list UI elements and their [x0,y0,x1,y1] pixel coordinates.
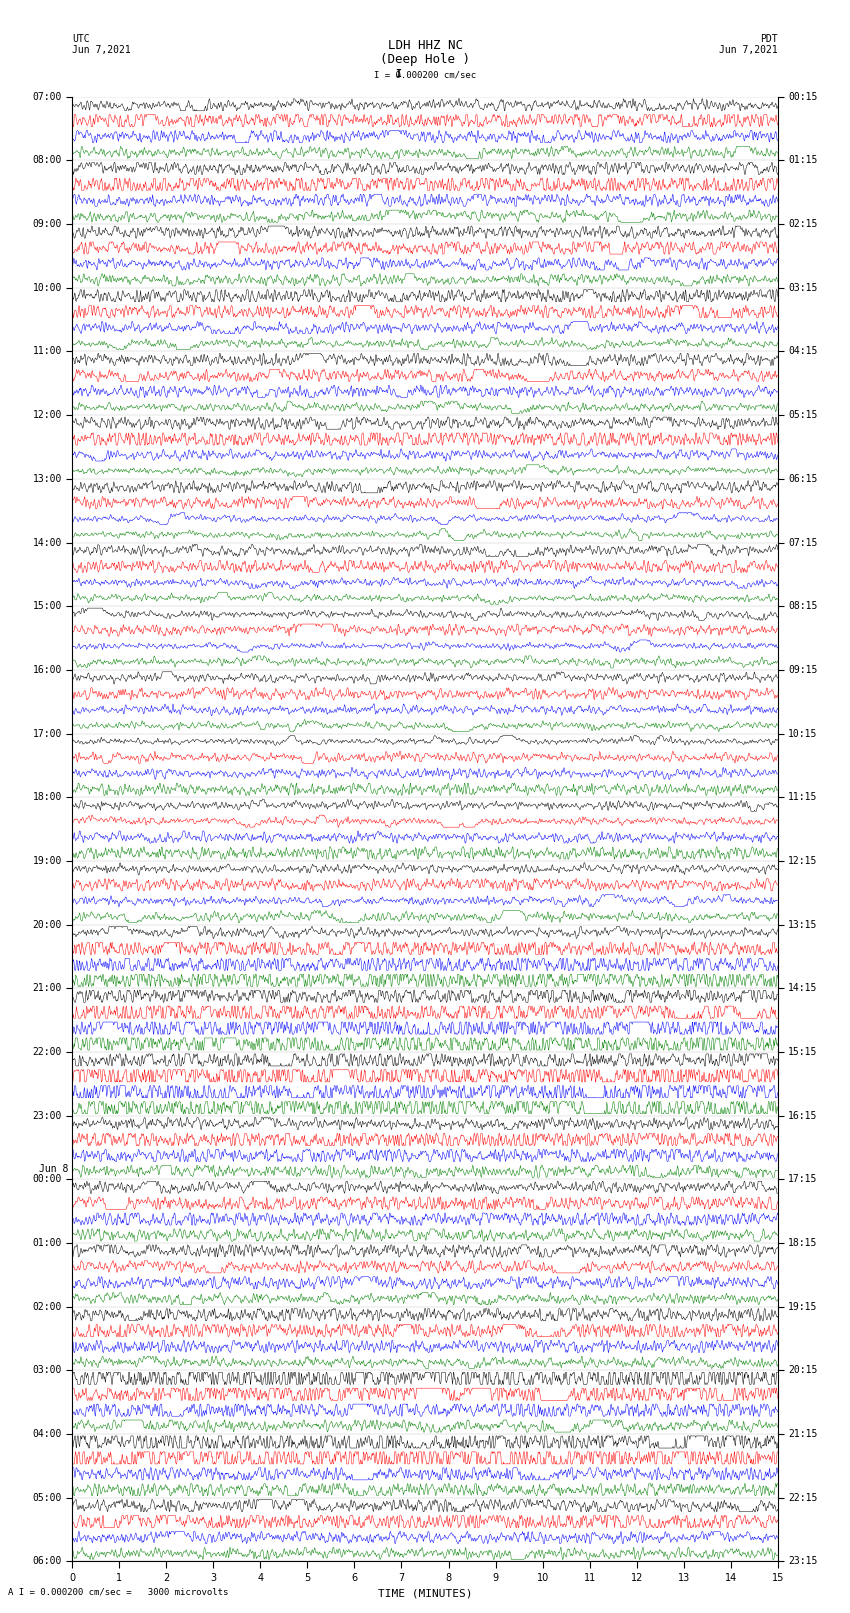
X-axis label: TIME (MINUTES): TIME (MINUTES) [377,1589,473,1598]
Text: I = 0.000200 cm/sec: I = 0.000200 cm/sec [374,69,476,79]
Text: Jun 7,2021: Jun 7,2021 [72,45,131,55]
Text: PDT: PDT [760,34,778,44]
Text: I: I [395,69,400,79]
Text: LDH HHZ NC: LDH HHZ NC [388,39,462,52]
Text: (Deep Hole ): (Deep Hole ) [380,53,470,66]
Text: Jun 8: Jun 8 [39,1165,69,1174]
Text: UTC: UTC [72,34,90,44]
Text: Jun 7,2021: Jun 7,2021 [719,45,778,55]
Text: A I = 0.000200 cm/sec =   3000 microvolts: A I = 0.000200 cm/sec = 3000 microvolts [8,1587,229,1597]
